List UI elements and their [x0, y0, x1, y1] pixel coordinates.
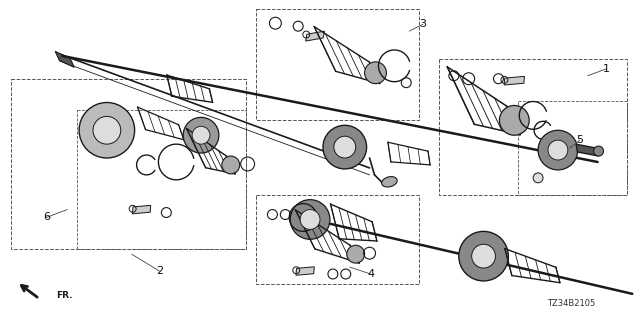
Circle shape: [459, 231, 508, 281]
Circle shape: [365, 62, 387, 84]
Circle shape: [594, 146, 604, 156]
Text: 1: 1: [603, 64, 610, 74]
Circle shape: [548, 140, 568, 160]
Polygon shape: [296, 267, 314, 275]
Circle shape: [192, 126, 210, 144]
Text: 3: 3: [420, 19, 427, 29]
Circle shape: [347, 245, 365, 263]
Circle shape: [183, 117, 219, 153]
Text: 4: 4: [367, 269, 374, 279]
Ellipse shape: [381, 177, 397, 187]
Text: FR.: FR.: [56, 291, 73, 300]
Polygon shape: [132, 205, 151, 214]
Text: 5: 5: [576, 135, 583, 145]
Circle shape: [334, 136, 356, 158]
Circle shape: [538, 130, 578, 170]
Polygon shape: [55, 52, 74, 67]
Circle shape: [79, 102, 134, 158]
Circle shape: [222, 156, 240, 174]
Polygon shape: [504, 76, 524, 85]
Circle shape: [533, 173, 543, 183]
Text: 2: 2: [156, 266, 163, 276]
Circle shape: [300, 210, 320, 229]
Circle shape: [499, 106, 529, 135]
Circle shape: [93, 116, 121, 144]
Polygon shape: [576, 144, 598, 156]
Circle shape: [323, 125, 367, 169]
Text: TZ34B2105: TZ34B2105: [547, 299, 595, 308]
Text: 6: 6: [43, 212, 50, 222]
Circle shape: [472, 244, 495, 268]
Circle shape: [291, 200, 330, 239]
Polygon shape: [306, 31, 324, 41]
